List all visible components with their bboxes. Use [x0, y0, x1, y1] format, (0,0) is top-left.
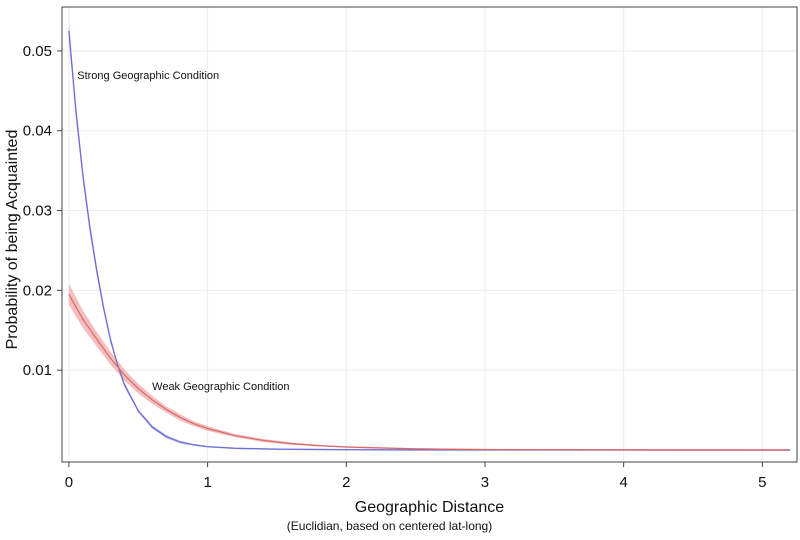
y-axis-ticks: 0.01 0.02 0.03 0.04 0.05 — [23, 43, 62, 379]
plot-frame — [61, 6, 798, 463]
series-line-strong — [68, 30, 791, 451]
x-tick-label: 1 — [203, 474, 211, 491]
y-tick-label: 0.02 — [23, 282, 52, 299]
series-lines — [68, 30, 791, 451]
series-line-weak — [68, 294, 791, 451]
y-tick-label: 0.05 — [23, 43, 52, 60]
x-tick-label: 0 — [65, 474, 73, 491]
y-axis-title: Probability of being Acquainted — [4, 130, 21, 350]
x-tick-label: 4 — [619, 474, 627, 491]
series-label: Strong Geographic Condition — [77, 70, 219, 82]
x-axis-title: Geographic Distance — [355, 499, 505, 516]
x-tick-label: 2 — [342, 474, 350, 491]
grid — [62, 7, 797, 462]
x-tick-label: 5 — [758, 474, 766, 491]
confidence-band-weak — [68, 284, 791, 451]
y-tick-label: 0.01 — [23, 362, 52, 379]
x-tick-label: 3 — [481, 474, 489, 491]
series-annotations: Strong Geographic Condition Weak Geograph… — [77, 70, 289, 393]
series-label: Weak Geographic Condition — [152, 381, 289, 393]
x-axis-ticks: 0 1 2 3 4 5 — [65, 462, 767, 491]
y-tick-label: 0.03 — [23, 203, 52, 220]
x-axis-subtitle: (Euclidian, based on centered lat-long) — [287, 519, 492, 533]
y-tick-label: 0.04 — [23, 123, 52, 140]
